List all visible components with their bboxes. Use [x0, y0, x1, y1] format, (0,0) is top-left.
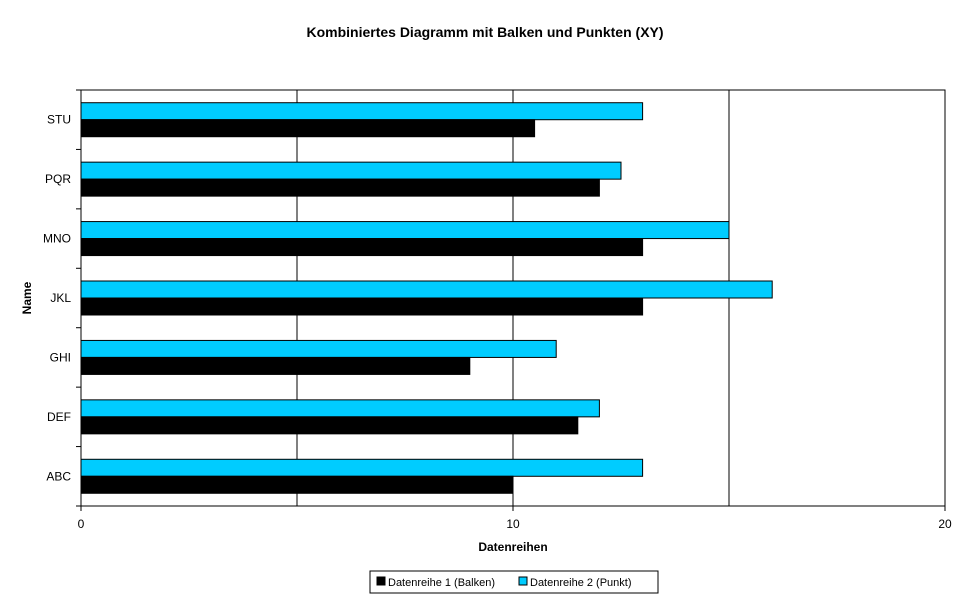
bar-series-2-pqr — [80, 161, 622, 180]
legend-swatch-series-2 — [518, 576, 528, 586]
y-axis-ticks: ABC DEF GHI JKL MNO PQR STU — [43, 89, 81, 507]
legend-label-series-1: Datenreihe 1 (Balken) — [388, 577, 495, 589]
legend-box — [369, 570, 659, 594]
legend: Datenreihe 1 (Balken) Datenreihe 2 (Punk… — [369, 570, 659, 594]
bar-series-2-mno — [80, 221, 730, 240]
legend-swatch-series-1 — [376, 576, 386, 586]
bar-series-1-jkl — [80, 297, 644, 316]
bar-series-1-mno — [80, 238, 644, 257]
chart-title: Kombiniertes Diagramm mit Balken und Pun… — [306, 24, 663, 40]
bar-series-2-def — [80, 399, 600, 418]
y-tick-label-pqr: PQR — [45, 172, 71, 186]
x-tick-label-0: 0 — [78, 517, 85, 531]
bar-series-2-jkl — [80, 280, 773, 299]
legend-label-series-2: Datenreihe 2 (Punkt) — [530, 577, 632, 589]
bar-series-1-ghi — [80, 356, 471, 375]
bar-series-2-ghi — [80, 339, 557, 358]
x-tick-label-20: 20 — [938, 517, 952, 531]
y-tick-label-def: DEF — [47, 410, 71, 424]
bar-series-2-abc — [80, 458, 644, 477]
x-axis-ticks: 0 10 20 — [78, 506, 952, 531]
bars — [80, 102, 773, 494]
bar-series-1-stu — [80, 119, 536, 138]
y-tick-label-jkl: JKL — [50, 291, 71, 305]
bar-series-2-stu — [80, 102, 644, 121]
y-tick-label-abc: ABC — [46, 469, 71, 483]
y-tick-label-ghi: GHI — [50, 350, 71, 364]
bar-series-1-pqr — [80, 178, 600, 197]
y-tick-label-mno: MNO — [43, 232, 71, 246]
y-axis-title: Name — [20, 281, 34, 314]
y-tick-label-stu: STU — [47, 113, 71, 127]
x-axis-title: Datenreihen — [478, 540, 547, 554]
bar-series-1-def — [80, 416, 579, 435]
bar-series-1-abc — [80, 475, 514, 494]
x-tick-label-10: 10 — [506, 517, 520, 531]
